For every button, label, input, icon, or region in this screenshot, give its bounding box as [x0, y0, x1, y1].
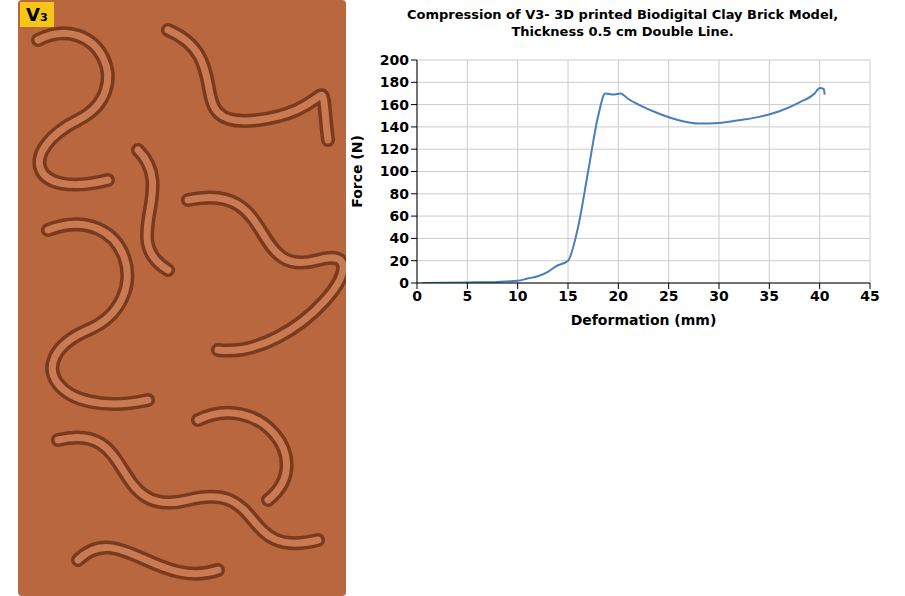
svg-text:0: 0 — [399, 275, 409, 291]
svg-text:200: 200 — [380, 52, 409, 68]
svg-text:140: 140 — [380, 119, 409, 135]
svg-text:Deformation (mm): Deformation (mm) — [571, 312, 717, 328]
svg-text:40: 40 — [810, 288, 830, 304]
svg-text:45: 45 — [860, 288, 879, 304]
svg-text:25: 25 — [659, 288, 678, 304]
svg-text:180: 180 — [380, 74, 409, 90]
svg-text:0: 0 — [412, 288, 422, 304]
svg-text:160: 160 — [380, 97, 409, 113]
html-text:V₃: V₃ — [26, 4, 48, 25]
svg-text:30: 30 — [709, 288, 729, 304]
svg-text:40: 40 — [390, 230, 410, 246]
svg-text:100: 100 — [380, 163, 409, 179]
svg-text:20: 20 — [390, 253, 410, 269]
svg-text:120: 120 — [380, 141, 409, 157]
svg-text:80: 80 — [390, 186, 410, 202]
svg-text:35: 35 — [760, 288, 779, 304]
svg-text:20: 20 — [609, 288, 629, 304]
svg-text:15: 15 — [558, 288, 577, 304]
svg-text:Force (N): Force (N) — [350, 135, 365, 208]
svg-text:10: 10 — [508, 288, 528, 304]
html-text:Thickness 0.5 cm Double Line.: Thickness 0.5 cm Double Line. — [511, 24, 734, 39]
svg-text:60: 60 — [390, 208, 410, 224]
svg-text:5: 5 — [462, 288, 472, 304]
html-text:Compression of V3- 3D printed: Compression of V3- 3D printed Biodigital… — [406, 7, 839, 22]
